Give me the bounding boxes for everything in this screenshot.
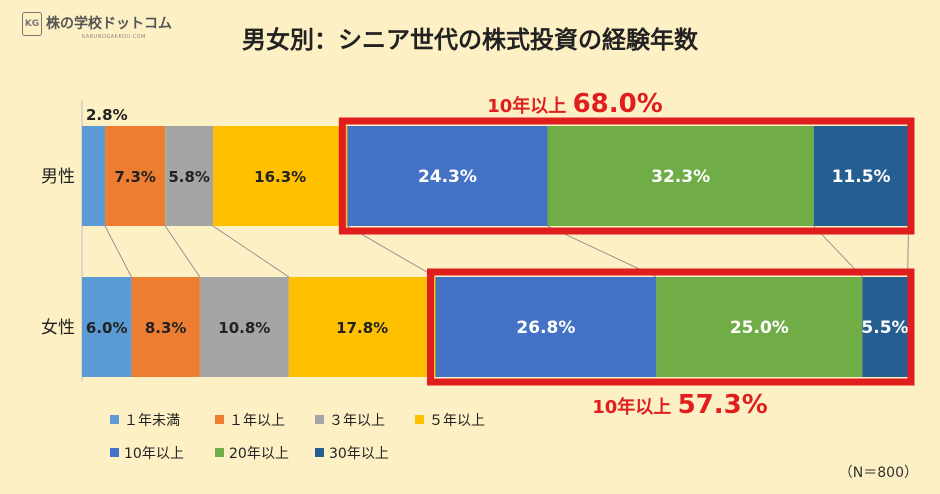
series-connector-line — [212, 225, 290, 278]
legend-swatch — [215, 448, 224, 457]
legend-label: 10年以上 — [124, 446, 184, 462]
logo-subtext: KABUNOGAKKOU.COM — [82, 34, 146, 40]
legend-label: ３年以上 — [329, 413, 385, 429]
site-logo: KG 株の学校ドットコム KABUNOGAKKOU.COM — [22, 10, 192, 44]
data-label: 2.8% — [86, 106, 128, 124]
bar-segment — [131, 277, 200, 377]
category-label: 女性 — [41, 318, 75, 338]
logo-text: 株の学校ドットコム — [46, 16, 172, 32]
bar-segment — [656, 277, 863, 377]
legend-swatch — [415, 415, 424, 424]
chart-title: 男女別：シニア世代の株式投資の経験年数 — [242, 26, 698, 54]
highlight-callout: 10年以上 57.3% — [592, 390, 768, 420]
bar-segment — [165, 126, 214, 226]
bar-segment — [82, 126, 106, 226]
legend-label: 30年以上 — [329, 446, 389, 462]
legend-swatch — [315, 415, 324, 424]
bar-segment — [813, 126, 909, 226]
bar-segment — [435, 277, 657, 377]
data-label: 26.8% — [516, 318, 575, 338]
data-label: 6.0% — [86, 319, 128, 337]
data-label: 17.8% — [336, 319, 388, 337]
data-label: 10.8% — [218, 319, 270, 337]
data-label: 7.3% — [114, 168, 156, 186]
legend-label: ５年以上 — [429, 413, 485, 429]
legend-label: １年未満 — [124, 413, 180, 429]
bar-segment — [288, 277, 436, 377]
legend-label: 20年以上 — [229, 446, 289, 462]
bar-segment — [347, 126, 548, 226]
sample-size-note: （N＝800） — [838, 465, 918, 481]
bar-segment — [82, 277, 132, 377]
logo-icon: KG — [22, 12, 42, 36]
data-label: 24.3% — [418, 167, 477, 187]
series-connector-line — [104, 225, 132, 278]
category-label: 男性 — [41, 167, 75, 187]
highlight-box — [426, 268, 915, 386]
data-label: 8.3% — [145, 319, 187, 337]
series-connector-line — [164, 225, 201, 278]
highlight-box — [338, 117, 915, 235]
bar-segment — [199, 277, 289, 377]
data-label: 5.8% — [168, 168, 210, 186]
legend-swatch — [315, 448, 324, 457]
data-label: 5.5% — [861, 318, 908, 338]
legend-swatch — [215, 415, 224, 424]
data-label: 25.0% — [730, 318, 789, 338]
data-label: 32.3% — [651, 167, 710, 187]
bar-segment — [862, 277, 908, 377]
legend-label: １年以上 — [229, 413, 285, 429]
bar-segment — [213, 126, 348, 226]
bar-segment — [547, 126, 814, 226]
legend-swatch — [110, 448, 119, 457]
legend-swatch — [110, 415, 119, 424]
data-label: 11.5% — [832, 167, 891, 187]
data-label: 16.3% — [254, 168, 306, 186]
highlight-callout: 10年以上 68.0% — [487, 89, 663, 119]
bar-segment — [105, 126, 166, 226]
